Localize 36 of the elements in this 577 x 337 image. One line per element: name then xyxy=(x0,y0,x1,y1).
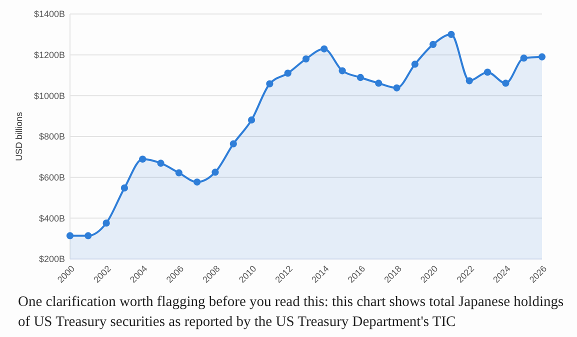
point xyxy=(230,140,237,148)
y-axis-title: USD billions xyxy=(14,112,24,162)
point xyxy=(66,232,74,240)
point xyxy=(175,169,182,176)
point xyxy=(338,67,346,74)
point xyxy=(466,77,473,84)
point xyxy=(448,30,455,38)
point xyxy=(120,184,128,192)
point xyxy=(266,80,274,88)
point xyxy=(538,53,546,60)
point xyxy=(284,70,292,77)
y-tick-label: $600B xyxy=(38,172,65,182)
point xyxy=(484,68,492,76)
point xyxy=(212,168,219,176)
point xyxy=(411,60,418,68)
point xyxy=(393,84,400,92)
point xyxy=(356,74,364,82)
y-tick-label: $400B xyxy=(38,213,65,224)
point xyxy=(157,160,164,167)
point xyxy=(194,178,201,186)
point xyxy=(248,116,256,124)
point xyxy=(102,220,110,227)
y-tick-label: $1400B xyxy=(34,9,65,20)
point xyxy=(84,232,92,240)
point xyxy=(139,156,146,163)
y-tick-label: $200B xyxy=(38,254,65,264)
point xyxy=(375,80,382,87)
point xyxy=(430,40,437,48)
y-tick-label: $1200B xyxy=(34,50,65,60)
text: One clarification worth flagging before you read this: this chart shows total Japanese holdings of US Treasury securities as reported by the US Treasury Department's TIC xyxy=(17,293,565,332)
point xyxy=(320,45,328,52)
point xyxy=(502,80,510,87)
point xyxy=(302,55,310,62)
y-tick-label: $800B xyxy=(38,132,65,142)
y-tick-label: $1000B xyxy=(34,90,65,101)
point xyxy=(520,54,528,62)
